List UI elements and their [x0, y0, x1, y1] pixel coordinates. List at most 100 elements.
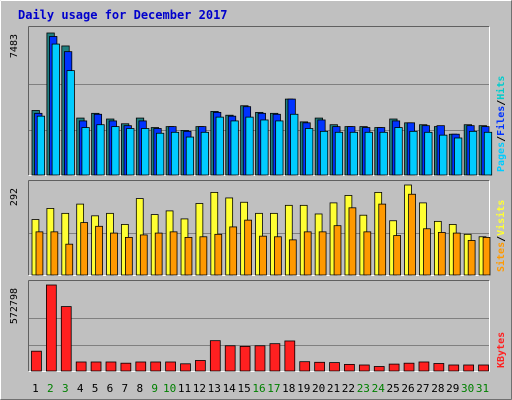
kbytes-bar: [254, 345, 266, 372]
day-tick-label: 10: [163, 382, 176, 395]
day-tick-label: 5: [92, 382, 99, 395]
kbytes-bar: [373, 366, 385, 372]
pages-bar: [36, 115, 46, 176]
day-tick-label: 25: [387, 382, 400, 395]
pages-bar: [230, 120, 239, 176]
sites-bar: [274, 236, 282, 276]
day-tick-label: 30: [461, 382, 474, 395]
day-tick-label: 20: [312, 382, 325, 395]
kbytes-bar: [433, 363, 445, 372]
day-tick-label: 17: [267, 382, 280, 395]
kbytes-bar: [418, 361, 430, 372]
pages-bar: [334, 131, 344, 176]
day-axis: 1 2 3 4 5 6 7 8 9 10 11 12 13 14 15 16 17 18 19 20 21 22 23 24 2…: [32, 382, 489, 395]
pages-bar: [185, 136, 195, 176]
pages-bar: [111, 126, 120, 176]
pages-bar: [424, 131, 433, 176]
bottom-max-label: 572798: [9, 288, 20, 324]
sites-bar: [393, 235, 401, 276]
kbytes-bar: [269, 343, 281, 372]
day-tick-label: 15: [237, 382, 250, 395]
day-tick-label: 13: [208, 382, 221, 395]
sites-bar: [408, 193, 416, 276]
sites-bar: [348, 207, 357, 276]
visits-bar: [210, 191, 219, 276]
day-tick-label: 6: [107, 382, 114, 395]
legend-hits: Hits: [495, 76, 507, 100]
kbytes-bar: [314, 361, 325, 372]
pages-bar: [275, 120, 284, 176]
pages-bar: [379, 131, 388, 176]
pages-bar: [245, 116, 254, 176]
kbytes-bar: [403, 362, 415, 372]
middle-max-label: 292: [9, 188, 20, 206]
pages-bar: [200, 131, 209, 176]
day-tick-label: 18: [282, 382, 295, 395]
sites-bar: [154, 232, 163, 276]
sites-bar: [65, 243, 74, 276]
kbytes-bar: [388, 363, 400, 372]
kbytes-bar: [448, 364, 460, 372]
sites-bar: [229, 226, 238, 276]
sites-bar: [199, 236, 208, 276]
kbytes-bar: [90, 361, 102, 372]
sites-bar: [452, 232, 461, 276]
day-tick-label: 2: [47, 382, 54, 395]
day-tick-label: 4: [77, 382, 84, 395]
middle-legend: Sites/Visits: [495, 200, 507, 272]
pages-bar: [439, 134, 448, 176]
pages-bar: [170, 131, 180, 176]
day-tick-label: 19: [297, 382, 310, 395]
sites-bar: [333, 225, 342, 276]
pages-bar: [349, 131, 358, 176]
sites-bar: [244, 219, 252, 276]
kbytes-bar: [46, 284, 57, 372]
day-tick-label: 7: [122, 382, 129, 395]
kbytes-bar: [463, 364, 474, 372]
kbytes-bar: [358, 364, 370, 372]
kbytes-bar: [195, 360, 206, 372]
visits-sites-panel: 292 Sites/Visits: [9, 180, 507, 276]
pages-bar: [126, 128, 135, 176]
top-legend: Pages/Files/Hits: [495, 76, 507, 172]
day-tick-label: 11: [178, 382, 191, 395]
pages-bar: [364, 131, 373, 176]
sites-bar: [125, 236, 133, 276]
day-tick-label: 16: [252, 382, 265, 395]
middle-legend-separator: /: [496, 236, 507, 242]
kbytes-bar: [209, 340, 221, 372]
day-tick-label: 27: [416, 382, 429, 395]
kbytes-bar: [224, 345, 236, 372]
pages-bar: [290, 113, 299, 176]
sites-bar: [95, 225, 103, 276]
pages-bar: [305, 128, 314, 176]
pages-bar: [141, 128, 150, 176]
sites-bar: [363, 231, 372, 276]
pages-bar: [260, 119, 269, 176]
day-tick-label: 31: [476, 382, 489, 395]
sites-bar: [288, 239, 297, 276]
kbytes-panel: 572798 KBytes: [9, 280, 507, 372]
pages-bar: [51, 43, 60, 176]
kbytes-bar: [120, 362, 132, 372]
sites-bar: [214, 233, 223, 276]
sites-bar: [184, 236, 193, 276]
day-tick-label: 12: [193, 382, 206, 395]
sites-bar: [303, 231, 312, 276]
day-tick-label: 14: [223, 382, 237, 395]
kbytes-bar: [150, 361, 162, 372]
pages-bar: [409, 130, 418, 176]
kbytes-bar: [344, 363, 355, 372]
kbytes-bar: [180, 363, 191, 372]
kbytes-bar: [105, 361, 117, 372]
pages-bar: [81, 127, 90, 176]
top-max-label: 7483: [9, 34, 20, 58]
sites-bar: [378, 203, 387, 276]
day-tick-label: 26: [401, 382, 414, 395]
bottom-legend: KBytes: [496, 332, 507, 368]
pages-bar: [454, 137, 463, 176]
day-tick-label: 9: [151, 382, 158, 395]
sites-bar: [423, 228, 431, 276]
pages-bar: [156, 132, 165, 176]
